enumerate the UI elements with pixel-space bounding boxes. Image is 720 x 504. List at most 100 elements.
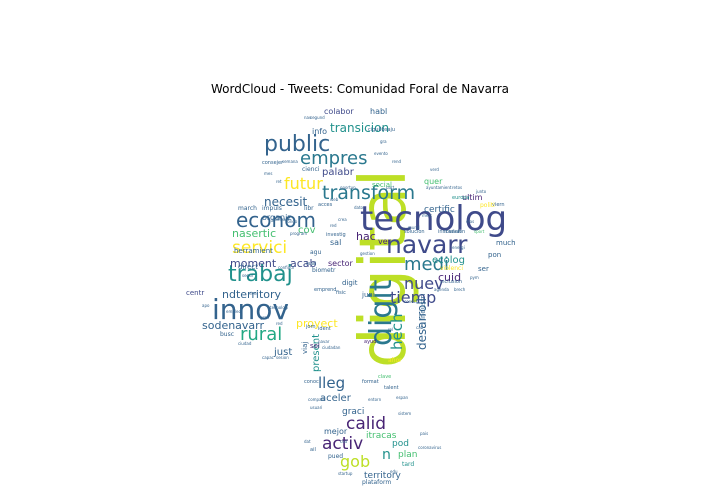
- word-cloud-word: dato: [354, 205, 364, 210]
- word-cloud-word: graci: [342, 407, 365, 417]
- word-cloud-word: impuls: [262, 205, 282, 212]
- word-cloud-word: much: [496, 239, 516, 247]
- word-cloud-word: jorn: [306, 324, 316, 330]
- word-cloud-word: ahor: [388, 357, 402, 364]
- word-cloud-word: gran: [260, 315, 270, 320]
- word-cloud-word: trabaj: [228, 262, 293, 287]
- word-cloud-word: configur: [278, 265, 295, 270]
- word-cloud-word: ail: [310, 447, 316, 453]
- word-cloud-word: pod: [392, 439, 409, 449]
- word-cloud-word: march: [238, 205, 257, 212]
- word-cloud-word: tecnologi: [270, 305, 289, 310]
- word-cloud-word: acces: [318, 202, 333, 208]
- word-cloud-word: rural: [240, 324, 283, 345]
- word-cloud-word: fondo: [286, 219, 298, 224]
- word-cloud-word: startup: [338, 471, 353, 476]
- word-cloud-word: compart: [308, 397, 325, 402]
- word-cloud-word: politi: [480, 202, 495, 209]
- word-cloud-word: program: [290, 231, 308, 236]
- word-cloud-word: cod: [340, 439, 348, 444]
- word-cloud-word: futur: [284, 174, 323, 193]
- word-cloud-word: nuev: [404, 274, 444, 293]
- word-cloud-word: espan: [396, 395, 409, 400]
- word-cloud-word: investig: [326, 232, 346, 238]
- word-cloud-word: direct: [238, 263, 259, 271]
- word-cloud-word: ciudad: [238, 341, 252, 346]
- word-cloud-word: lleg: [318, 374, 346, 392]
- word-cloud-word: format: [362, 379, 379, 385]
- word-cloud-word: tiemp: [390, 288, 437, 307]
- word-cloud-word: emprend: [314, 287, 337, 293]
- word-cloud-word: empres: [300, 148, 368, 169]
- word-cloud-word: viaj: [301, 341, 309, 354]
- word-cloud-word: pon: [488, 251, 502, 259]
- word-cloud-word: capac: [262, 355, 274, 360]
- word-cloud-word: herramient: [234, 247, 273, 255]
- word-cloud-word: quer: [424, 177, 443, 186]
- word-cloud-word: n: [382, 447, 391, 463]
- word-cloud-word: tard: [402, 461, 415, 468]
- word-cloud-word: red: [330, 223, 337, 228]
- word-cloud-word: viern: [492, 202, 505, 208]
- word-cloud-word: rol: [388, 327, 394, 332]
- word-cloud-word: mejor: [324, 427, 348, 436]
- word-cloud-word: colabor: [324, 107, 354, 116]
- word-cloud-word: cov: [298, 225, 316, 236]
- word-cloud-word: campañ: [272, 217, 289, 222]
- word-cloud-word: ser: [478, 265, 489, 273]
- word-cloud-word: sistem: [398, 411, 412, 416]
- word-cloud-word: territory: [364, 471, 401, 481]
- word-cloud-word: mund: [408, 225, 420, 230]
- word-cloud-word: semana: [282, 159, 298, 164]
- word-cloud-word: consejer: [262, 160, 284, 166]
- word-cloud-word: habl: [370, 107, 388, 116]
- word-cloud-word: gra: [380, 139, 387, 144]
- word-cloud-word: busc: [220, 331, 235, 338]
- word-cloud-word: ciudadan: [322, 345, 341, 350]
- word-cloud-word: dat: [304, 439, 311, 444]
- word-cloud-word: hac: [356, 230, 376, 243]
- word-cloud-word: agu: [310, 249, 322, 256]
- word-cloud-word: transicion: [330, 121, 390, 135]
- word-cloud-word: innovación: [438, 229, 466, 235]
- word-cloud-word: juni: [362, 291, 375, 299]
- word-cloud-word: mañan: [444, 229, 462, 235]
- word-cloud-word: red: [276, 321, 283, 326]
- word-cloud-word: ayuntamient: [426, 185, 452, 190]
- word-cloud-word: junto: [476, 189, 487, 194]
- word-cloud-word: social: [372, 181, 392, 189]
- word-cloud-word: tecnolog: [360, 199, 508, 239]
- word-cloud-word: europa: [452, 195, 470, 201]
- word-cloud-word: cienci: [302, 166, 320, 173]
- word-cloud-word: innov: [212, 293, 289, 326]
- word-cloud-word: pym: [470, 275, 479, 280]
- word-cloud-word: inclusion: [440, 279, 463, 285]
- word-cloud-word: coronavirus: [418, 445, 442, 450]
- word-cloud-word: dias: [466, 219, 475, 224]
- word-cloud-word: proyect: [296, 317, 338, 330]
- word-cloud-word: sector: [328, 259, 353, 268]
- word-cloud-word: fisic: [336, 290, 346, 296]
- word-cloud-word: transform: [322, 182, 416, 204]
- word-cloud-word: entorn: [368, 397, 382, 402]
- word-cloud-word: just: [274, 347, 293, 358]
- word-cloud-word: merc: [422, 213, 433, 218]
- word-cloud-word: medi: [404, 254, 450, 275]
- word-cloud-word: plataform: [362, 479, 392, 486]
- word-cloud-word: necesit: [264, 195, 308, 209]
- word-cloud-word: pais: [420, 431, 429, 436]
- word-cloud-word: palabr: [322, 167, 354, 178]
- word-cloud-word: mes: [264, 171, 273, 176]
- word-cloud-word: cab: [416, 325, 424, 330]
- word-cloud-word: libr: [304, 205, 314, 212]
- word-cloud-word: ident: [318, 326, 331, 332]
- word-cloud-word: rend: [392, 159, 402, 164]
- word-cloud-word: aceler: [320, 393, 351, 404]
- word-cloud-word: nas: [304, 115, 312, 120]
- word-cloud-word: ver: [378, 237, 391, 246]
- word-cloud-word: web: [330, 197, 339, 202]
- word-cloud-word: econom: [236, 208, 316, 232]
- word-cloud-word: public: [264, 132, 331, 157]
- word-cloud-word: organiz: [262, 213, 292, 222]
